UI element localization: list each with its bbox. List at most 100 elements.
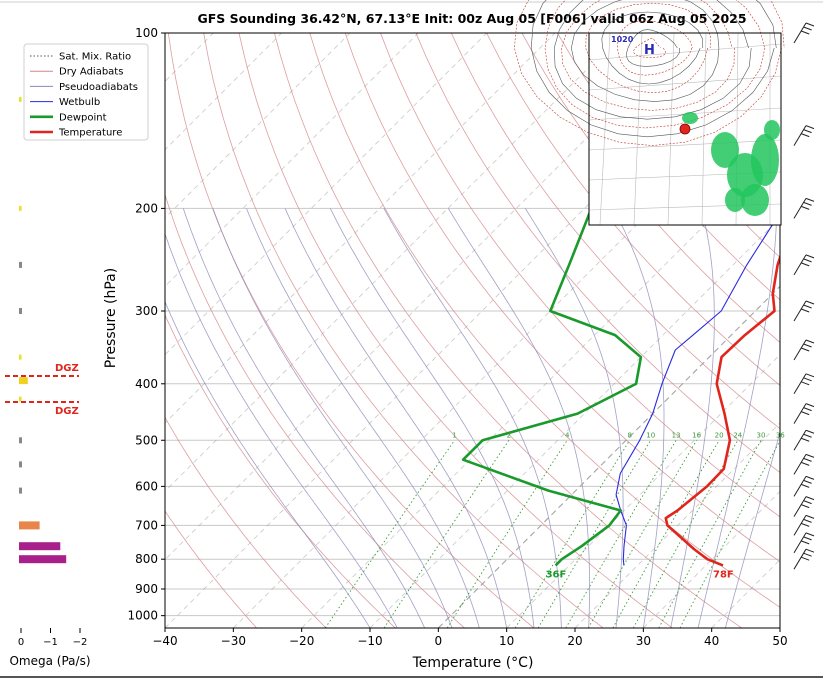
omega-axis-label: Omega (Pa/s) [9,654,90,668]
legend-label: Wetbulb [59,97,100,108]
surface-dewpoint-label: 36F [546,569,567,580]
mixing-ratio-label: 10 [646,431,655,439]
wind-barb-feather [804,344,812,347]
wind-barb-feather [804,305,812,308]
inset-precip-area [741,184,769,216]
sounding-location-marker [680,124,690,134]
mixing-ratio-line [588,440,696,628]
wind-barb-feather [801,134,809,137]
wind-barb-staff [794,497,806,517]
pseudoadiabat [133,208,370,628]
isotherm [780,33,823,628]
y-tick-label: 200 [135,201,158,215]
wind-barb-staff [794,549,806,569]
omega-bar [19,555,66,563]
wind-barb-feather [804,202,812,205]
wind-barb-feather [801,557,809,560]
mixing-ratio-line [447,440,567,628]
legend-label: Temperature [58,128,122,139]
omega-bar [19,521,40,529]
pseudoadiabat [183,208,424,628]
wind-barb-staff [794,430,806,450]
mixing-ratio-label: 36 [776,431,785,439]
inset-high-pressure-label: H [644,43,655,58]
wind-barb-feather [804,434,812,437]
wind-barb-feather [806,404,814,407]
pseudoadiabat [448,208,589,628]
wind-barb-feather [806,255,814,258]
wind-barb-feather [806,533,814,536]
omega-bar [19,397,22,402]
dry-adiabat [168,33,534,628]
legend-label: Dewpoint [59,112,107,123]
mixing-ratio-label: 2 [507,431,511,439]
wind-barb-staff [794,198,806,218]
legend-label: Sat. Mix. Ratio [59,52,131,63]
y-tick-label: 500 [135,433,158,447]
mixing-ratio-label: 1 [452,431,456,439]
y-tick-label: 900 [135,582,158,596]
wind-barb-feather [806,301,814,304]
wind-barb-feather [806,126,814,129]
wind-barb-feather [801,263,809,266]
pseudoadiabat [698,208,777,628]
wind-barb-feather [801,31,809,34]
omega-bar [19,377,28,384]
inset-precip-area [725,188,745,212]
mixing-ratio-label: 16 [692,431,701,439]
omega-bar [19,262,22,268]
mixing-ratio-label: 13 [672,431,681,439]
dgz-top-label: DGZ [55,363,79,374]
wind-barb-feather [804,519,812,522]
wind-barb-staff [794,126,806,146]
mixing-ratio-label: 8 [627,431,631,439]
x-tick-label: 30 [636,634,651,648]
wind-barb-staff [794,454,806,474]
wind-barb-feather [801,484,809,487]
inset-precip-area [751,134,779,186]
wind-barb-feather [804,501,812,504]
wind-barb-feather [804,27,812,30]
x-tick-label: −40 [152,634,177,648]
wind-barb-feather [804,480,812,483]
wind-barb-feather [804,553,812,556]
omega-bar [19,206,22,211]
x-tick-label: −10 [357,634,382,648]
pseudoadiabat [330,208,534,628]
wind-barb-feather [801,541,809,544]
wind-barb-staff [794,23,806,43]
wind-barb-feather [801,382,809,385]
mixing-ratio-line [325,440,454,628]
pseudoadiabat [725,208,823,628]
wind-barb-feather [804,537,812,540]
omega-bar [19,97,22,102]
y-tick-label: 300 [135,304,158,318]
wind-barb-feather [801,462,809,465]
pseudoadiabat [525,208,623,628]
x-axis-label: Temperature (°C) [412,655,534,671]
x-tick-label: 50 [772,634,787,648]
x-tick-label: −30 [221,634,246,648]
omega-bar [19,355,22,360]
wind-barb-staff [794,476,806,496]
pseudoadiabat [671,208,715,628]
y-tick-label: 800 [135,552,158,566]
x-tick-label: 10 [499,634,514,648]
wind-barb-staff [794,301,806,321]
dgz-bottom-label: DGZ [55,406,79,417]
x-tick-label: 20 [567,634,582,648]
legend-label: Pseudoadiabats [59,82,138,93]
wind-barb-feather [804,458,812,461]
omega-tick-label: −2 [73,637,88,648]
inset-pressure-label: 1020 [611,35,634,44]
mixing-ratio-label: 30 [757,431,766,439]
pseudoadiabat [247,208,480,628]
y-axis-label: Pressure (hPa) [103,268,119,368]
inset-precip-area [764,120,780,140]
wind-barb-feather [801,438,809,441]
y-tick-label: 600 [135,479,158,493]
x-tick-label: −20 [289,634,314,648]
